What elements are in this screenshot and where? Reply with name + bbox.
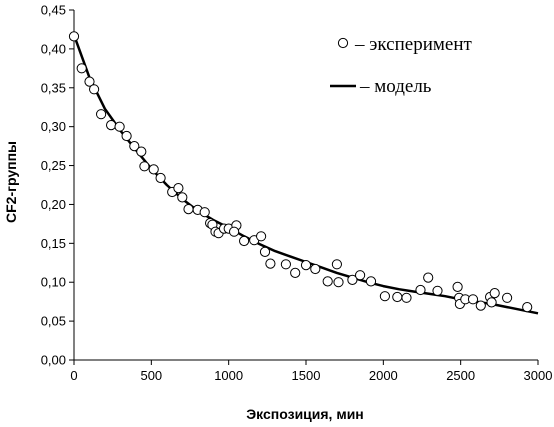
x-tick-label: 2000 <box>369 368 398 383</box>
experiment-point <box>96 109 107 120</box>
experiment-point <box>331 259 342 270</box>
experiment-point <box>139 161 150 172</box>
experiment-point <box>347 274 358 285</box>
experiment-point <box>129 141 140 152</box>
experiment-point <box>199 207 210 218</box>
experiment-point <box>84 76 95 87</box>
experiment-point <box>392 291 403 303</box>
experiment-point <box>114 121 125 132</box>
x-axis-title: Экспозиция, мин <box>246 406 364 422</box>
experiment-point <box>68 31 80 42</box>
experiment-point <box>76 63 87 74</box>
experiment-point <box>300 260 312 271</box>
experiment-point <box>502 292 513 303</box>
experiment-point <box>423 272 434 283</box>
y-tick-label: 0,45 <box>41 3 66 18</box>
y-tick-label: 0,30 <box>41 119 66 134</box>
experiment-point <box>177 192 188 203</box>
experiment-point <box>401 292 412 303</box>
y-tick-label: 0,25 <box>41 158 66 173</box>
experiment-point <box>415 284 426 296</box>
experiment-point <box>265 258 276 269</box>
experiment-point <box>310 263 321 275</box>
experiment-point <box>452 281 463 292</box>
experiment-point <box>432 285 443 296</box>
experiment-point <box>475 300 486 311</box>
x-tick-label: 1000 <box>214 368 243 383</box>
experiment-point <box>486 297 497 308</box>
legend-marker-experiment <box>337 37 349 49</box>
experiment-point <box>290 267 301 278</box>
experiment-point <box>136 146 147 157</box>
experiment-point <box>256 231 267 242</box>
experiment-point <box>333 277 344 288</box>
experiment-point <box>322 276 333 287</box>
legend: – эксперимент – модель <box>330 34 472 97</box>
experiment-point <box>379 291 390 302</box>
series-layer <box>68 31 539 315</box>
experiment-point <box>280 259 291 270</box>
x-tick-label: 500 <box>140 368 162 383</box>
axes: 0,00 0,05 0,10 0,15 0,20 0,25 0,30 0,35 0,40 0,45… <box>41 3 553 384</box>
legend-label-experiment: – эксперимент <box>354 34 472 55</box>
experiment-point <box>239 235 250 247</box>
experiment-point <box>355 270 366 281</box>
x-tick-label: 2500 <box>446 368 475 383</box>
y-tick-label: 0,00 <box>41 353 66 368</box>
y-tick-label: 0,10 <box>41 275 66 290</box>
y-tick-label: 0,15 <box>41 236 66 251</box>
experiment-point <box>148 164 159 175</box>
x-tick-label: 3000 <box>524 368 553 383</box>
experiment-point <box>89 84 100 95</box>
model-line <box>72 34 539 315</box>
y-tick-label: 0,40 <box>41 41 66 56</box>
x-tick-label: 0 <box>70 368 77 383</box>
experiment-point <box>259 246 271 257</box>
y-axis-title: CF2-группы <box>3 141 19 223</box>
experiment-point <box>229 226 240 237</box>
legend-label-model: – модель <box>359 76 432 97</box>
experiment-point <box>467 294 479 305</box>
y-tick-label: 0,20 <box>41 197 66 212</box>
y-tick-label: 0,05 <box>41 314 66 329</box>
experiment-point <box>183 204 194 215</box>
experiment-point <box>173 183 184 194</box>
y-tick-label: 0,35 <box>41 80 66 95</box>
experiment-point <box>365 276 377 287</box>
experiment-point <box>121 130 132 142</box>
experiment-point <box>106 120 117 131</box>
x-tick-label: 1500 <box>292 368 321 383</box>
experiment-point <box>155 172 166 184</box>
experiment-point <box>522 302 533 313</box>
experiment-point <box>489 288 500 299</box>
